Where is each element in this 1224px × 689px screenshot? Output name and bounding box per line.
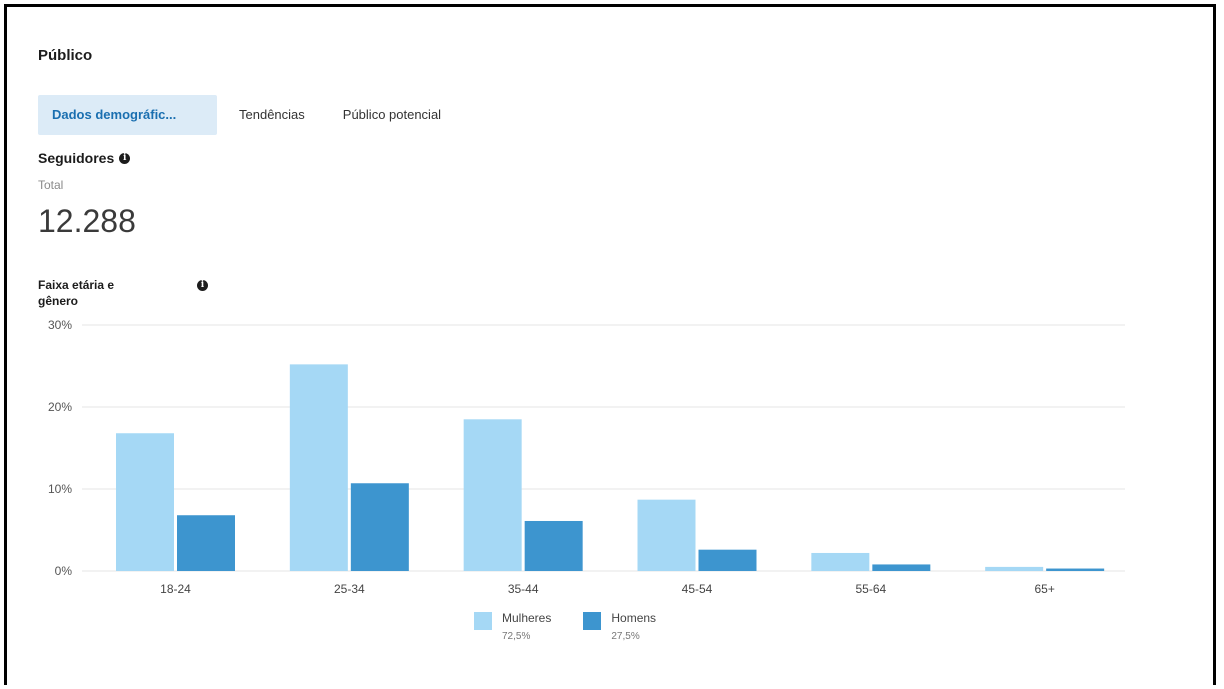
x-tick-label: 25-34 bbox=[334, 582, 365, 596]
legend-swatch-men bbox=[583, 612, 602, 630]
bar-women-45-54[interactable] bbox=[637, 499, 696, 571]
followers-heading: Seguidores i bbox=[38, 150, 131, 166]
legend-label-men: Homens bbox=[611, 611, 657, 625]
total-label: Total bbox=[38, 178, 64, 192]
legend-pct-men: 27,5% bbox=[611, 631, 640, 642]
chart-title: Faixa etária e gênero bbox=[38, 278, 115, 308]
bar-women-65+[interactable] bbox=[985, 566, 1044, 571]
x-tick-label: 18-24 bbox=[160, 582, 191, 596]
tab-demographics[interactable]: Dados demográfic... bbox=[38, 95, 217, 135]
panel-frame bbox=[4, 4, 1216, 685]
legend-swatch-women bbox=[474, 612, 492, 630]
bar-men-55-64[interactable] bbox=[872, 564, 931, 571]
y-tick-label: 20% bbox=[48, 400, 72, 414]
x-tick-label: 55-64 bbox=[855, 582, 886, 596]
legend-pct-women: 72,5% bbox=[502, 631, 531, 642]
bar-men-45-54[interactable] bbox=[698, 549, 757, 571]
tab-bar: Dados demográfic... Tendências Público p… bbox=[38, 95, 441, 135]
total-followers-value: 12.288 bbox=[38, 203, 136, 239]
chart-info-icon[interactable]: i bbox=[197, 280, 208, 291]
bar-men-25-34[interactable] bbox=[350, 483, 409, 571]
y-tick-label: 0% bbox=[55, 564, 73, 578]
tab-potential-audience[interactable]: Público potencial bbox=[342, 107, 442, 122]
bar-women-18-24[interactable] bbox=[116, 433, 174, 571]
bar-men-65+[interactable] bbox=[1046, 568, 1105, 571]
followers-label: Seguidores bbox=[38, 150, 115, 166]
y-tick-label: 10% bbox=[48, 482, 72, 496]
bar-men-18-24[interactable] bbox=[177, 515, 235, 571]
x-tick-label: 45-54 bbox=[682, 582, 713, 596]
bar-men-35-44[interactable] bbox=[524, 520, 583, 571]
bar-women-35-44[interactable] bbox=[463, 419, 522, 571]
chart-legend: Mulheres 72,5% Homens 27,5% bbox=[474, 611, 656, 642]
info-icon[interactable]: i bbox=[119, 152, 131, 164]
bar-women-55-64[interactable] bbox=[811, 552, 870, 571]
section-title: Público bbox=[38, 47, 93, 64]
legend-label-women: Mulheres bbox=[502, 611, 552, 625]
legend-item-men[interactable]: Homens 27,5% bbox=[583, 611, 656, 642]
bar-women-25-34[interactable] bbox=[289, 364, 348, 571]
legend-item-women[interactable]: Mulheres 72,5% bbox=[474, 611, 551, 642]
x-tick-label: 65+ bbox=[1034, 582, 1054, 596]
y-tick-label: 30% bbox=[48, 318, 72, 332]
tab-trends[interactable]: Tendências bbox=[239, 107, 305, 122]
x-tick-label: 35-44 bbox=[508, 582, 539, 596]
